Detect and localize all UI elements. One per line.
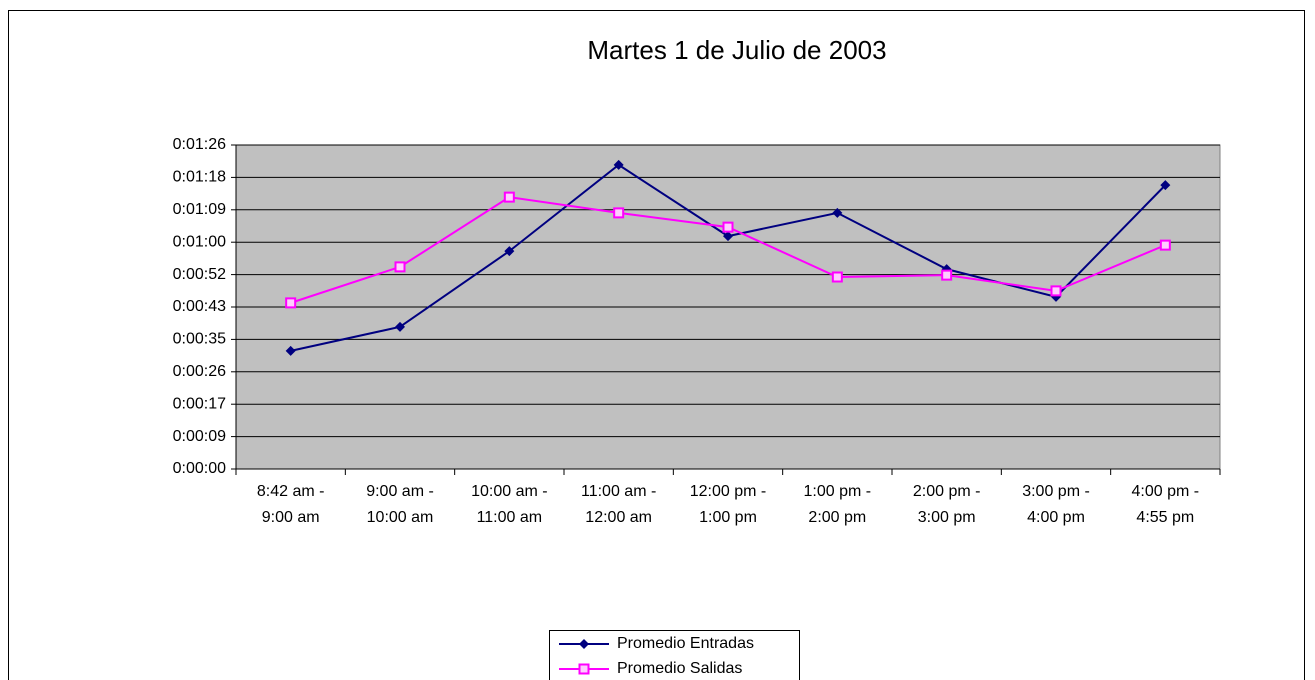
point xyxy=(613,159,624,170)
y-tick-label: 0:01:26 xyxy=(173,136,226,153)
legend-marker xyxy=(579,639,589,649)
point xyxy=(1050,285,1062,297)
y-tick-label: 0:00:17 xyxy=(173,395,226,412)
y-tick-label: 0:01:00 xyxy=(173,233,226,250)
y-tick-label: 0:00:09 xyxy=(173,428,226,445)
point xyxy=(723,231,733,242)
point xyxy=(613,207,625,219)
x-tick-label: 9:00 am - 10:00 am xyxy=(366,483,434,526)
point xyxy=(1159,239,1171,251)
y-tick-label: 0:01:18 xyxy=(173,169,226,186)
point xyxy=(285,297,297,309)
point xyxy=(503,191,515,203)
x-tick-label: 11:00 am - 12:00 am xyxy=(581,483,657,526)
legend-label: Promedio Entradas xyxy=(617,635,754,652)
legend-label: Promedio Salidas xyxy=(617,660,742,677)
y-tick-label: 0:00:26 xyxy=(173,363,226,380)
y-tick-label: 0:00:00 xyxy=(173,460,226,477)
y-tick-label: 0:00:35 xyxy=(173,331,226,348)
x-tick-label: 2:00 pm - 3:00 pm xyxy=(912,483,981,526)
point xyxy=(831,271,843,283)
x-tick-label: 1:00 pm - 2:00 pm xyxy=(803,483,872,526)
point xyxy=(285,345,296,356)
x-tick-label: 4:00 pm - 4:55 pm xyxy=(1131,483,1200,526)
chart-title: Martes 1 de Julio de 2003 xyxy=(587,35,886,65)
y-tick-label: 0:00:43 xyxy=(173,298,226,315)
legend-box xyxy=(549,630,800,680)
x-tick-label: 10:00 am - 11:00 am xyxy=(471,483,548,526)
point xyxy=(394,261,406,273)
point xyxy=(722,221,734,233)
y-tick-label: 0:01:09 xyxy=(173,201,226,218)
point xyxy=(941,269,953,281)
y-tick-label: 0:00:52 xyxy=(173,266,226,283)
point xyxy=(395,321,405,332)
legend-marker xyxy=(578,663,590,675)
point xyxy=(504,246,515,257)
x-tick-label: 8:42 am - 9:00 am xyxy=(256,483,325,526)
point xyxy=(832,207,843,218)
x-tick-label: 3:00 pm - 4:00 pm xyxy=(1022,483,1090,526)
x-tick-label: 12:00 pm - 1:00 pm xyxy=(689,483,767,526)
point xyxy=(1160,180,1171,191)
